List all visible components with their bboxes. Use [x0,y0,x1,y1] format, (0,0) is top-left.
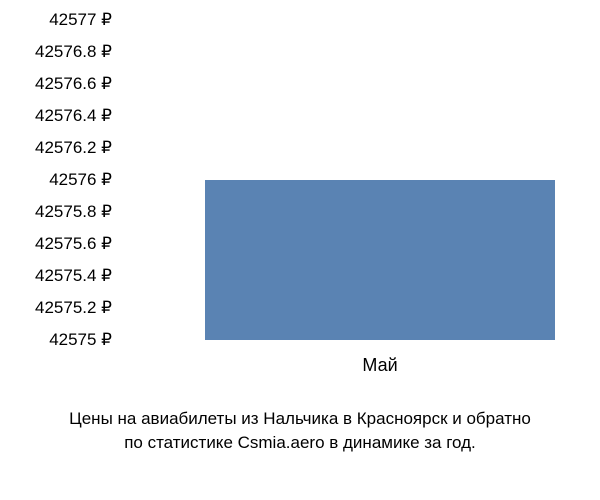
y-tick-5: 42576 ₽ [49,170,112,190]
y-tick-0: 42577 ₽ [49,10,112,30]
y-tick-9: 42575.2 ₽ [35,298,112,318]
plot-area [125,20,575,340]
x-tick-may: Май [362,355,397,376]
y-tick-2: 42576.6 ₽ [35,74,112,94]
bar-may [205,180,555,340]
y-tick-7: 42575.6 ₽ [35,234,112,254]
chart-container: 42577 ₽ 42576.8 ₽ 42576.6 ₽ 42576.4 ₽ 42… [0,0,600,500]
caption-line-2: по статистике Csmia.aero в динамике за г… [124,433,476,452]
y-tick-8: 42575.4 ₽ [35,266,112,286]
y-tick-4: 42576.2 ₽ [35,138,112,158]
y-tick-3: 42576.4 ₽ [35,106,112,126]
caption-line-1: Цены на авиабилеты из Нальчика в Красноя… [69,409,531,428]
y-tick-1: 42576.8 ₽ [35,42,112,62]
y-tick-10: 42575 ₽ [49,330,112,350]
chart-caption: Цены на авиабилеты из Нальчика в Красноя… [0,407,600,455]
y-tick-6: 42575.8 ₽ [35,202,112,222]
